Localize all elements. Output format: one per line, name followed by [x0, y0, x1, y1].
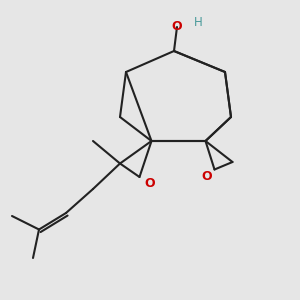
- Text: O: O: [201, 170, 212, 184]
- Text: O: O: [172, 20, 182, 34]
- Text: H: H: [194, 16, 202, 29]
- Text: O: O: [144, 177, 155, 190]
